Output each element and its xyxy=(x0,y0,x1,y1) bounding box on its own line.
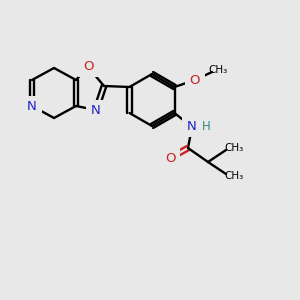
Text: N: N xyxy=(91,103,101,116)
Text: CH₃: CH₃ xyxy=(208,65,228,75)
Text: W: W xyxy=(189,74,201,86)
Text: W: W xyxy=(26,100,38,112)
Text: N: N xyxy=(27,100,37,112)
Text: O: O xyxy=(190,74,200,86)
Text: CH₃: CH₃ xyxy=(224,143,244,153)
Text: O: O xyxy=(165,152,175,164)
Text: W: W xyxy=(186,121,198,134)
Text: N: N xyxy=(187,121,197,134)
Text: W: W xyxy=(164,152,176,164)
Text: CH₃: CH₃ xyxy=(224,171,244,181)
Text: O: O xyxy=(83,61,93,74)
Text: H: H xyxy=(202,121,210,134)
Text: W: W xyxy=(82,61,94,74)
Text: W: W xyxy=(90,103,102,116)
